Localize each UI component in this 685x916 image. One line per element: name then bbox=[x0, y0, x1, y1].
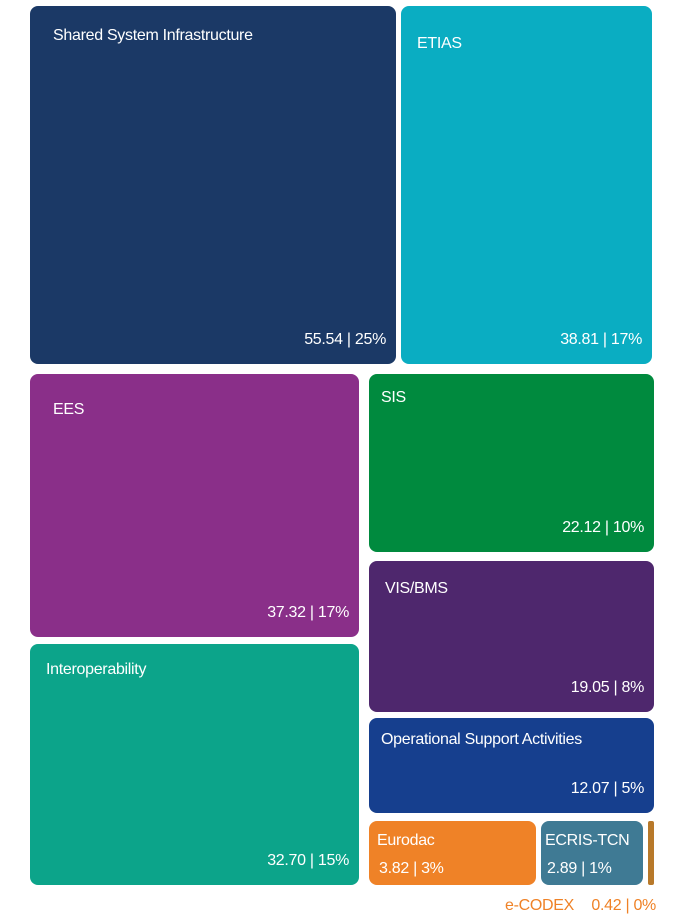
tile-value: 12.07 | 5% bbox=[571, 780, 644, 797]
tile bbox=[369, 821, 536, 885]
tile-name: SIS bbox=[381, 389, 406, 406]
tile bbox=[401, 6, 652, 364]
tile-value: 37.32 | 17% bbox=[267, 604, 349, 621]
tile bbox=[648, 821, 654, 885]
tile bbox=[30, 374, 359, 637]
tile bbox=[369, 374, 654, 552]
tile-value: 22.12 | 10% bbox=[562, 519, 644, 536]
tile bbox=[30, 644, 359, 885]
tile-name: Operational Support Activities bbox=[381, 731, 582, 748]
tile bbox=[30, 6, 396, 364]
tile-name: ECRIS-TCN bbox=[545, 832, 629, 849]
tile-value: 2.89 | 1% bbox=[547, 860, 612, 877]
tile-name: EES bbox=[53, 401, 84, 418]
tile-value: 55.54 | 25% bbox=[304, 331, 386, 348]
tile-value: 32.70 | 15% bbox=[267, 852, 349, 869]
tile-name: e-CODEX bbox=[505, 897, 575, 914]
tile-name: Interoperability bbox=[46, 661, 146, 678]
tile-name: Shared System Infrastructure bbox=[53, 27, 253, 44]
tile bbox=[541, 821, 643, 885]
tile-value: 0.42 | 0% bbox=[591, 897, 656, 914]
tile-name: Eurodac bbox=[377, 832, 435, 849]
tile-value: 19.05 | 8% bbox=[571, 679, 644, 696]
tile-name: VIS/BMS bbox=[385, 580, 448, 597]
tile-value: 38.81 | 17% bbox=[560, 331, 642, 348]
tile-name: ETIAS bbox=[417, 35, 462, 52]
tile-value: 3.82 | 3% bbox=[379, 860, 444, 877]
tile bbox=[369, 718, 654, 813]
tile bbox=[369, 561, 654, 712]
